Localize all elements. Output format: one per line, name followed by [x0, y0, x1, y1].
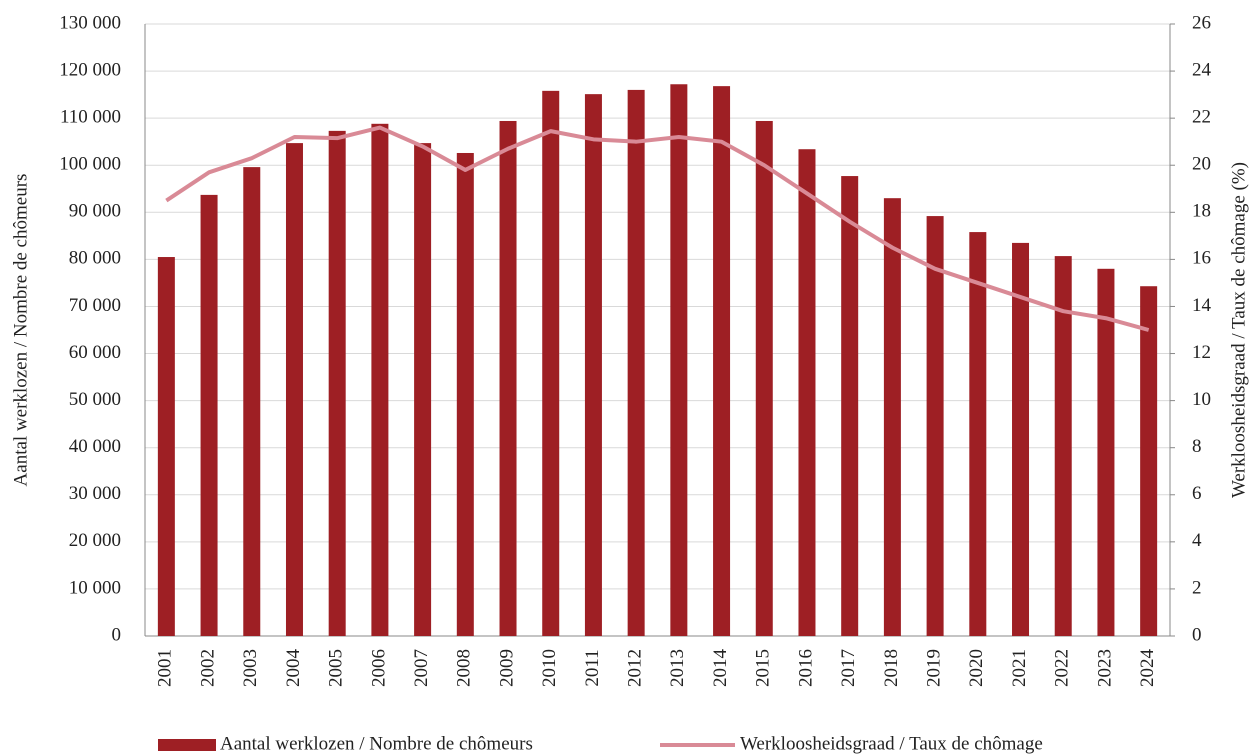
- x-tick-label: 2019: [923, 649, 944, 687]
- x-tick-label: 2018: [881, 649, 902, 687]
- bar: [627, 89, 645, 636]
- x-tick-label: 2015: [753, 649, 774, 687]
- y-tick-label: 70 000: [69, 295, 121, 316]
- x-tick-label: 2022: [1052, 649, 1073, 687]
- y2-tick-label: 18: [1192, 201, 1211, 222]
- bar: [670, 84, 688, 636]
- y-tick-label: 10 000: [69, 577, 121, 598]
- y-tick-label: 0: [112, 624, 122, 645]
- legend-label: Aantal werklozen / Nombre de chômeurs: [220, 733, 533, 754]
- bar: [1054, 256, 1072, 636]
- x-tick-label: 2016: [795, 649, 816, 687]
- y-tick-label: 90 000: [69, 201, 121, 222]
- y2-tick-label: 20: [1192, 154, 1211, 175]
- x-tick-label: 2012: [625, 649, 646, 687]
- y-tick-label: 20 000: [69, 530, 121, 551]
- y2-tick-label: 10: [1192, 389, 1211, 410]
- bar: [1097, 268, 1115, 636]
- y-tick-label: 130 000: [59, 12, 121, 33]
- x-tick-label: 2007: [411, 649, 432, 687]
- y-tick-label: 40 000: [69, 436, 121, 457]
- x-tick-label: 2003: [240, 649, 261, 687]
- y-tick-label: 110 000: [60, 107, 121, 128]
- bar: [584, 94, 602, 637]
- bar: [499, 120, 517, 637]
- x-tick-label: 2005: [326, 649, 347, 687]
- y2-tick-label: 22: [1192, 107, 1211, 128]
- bar: [926, 216, 944, 636]
- x-tick-label: 2021: [1009, 649, 1030, 687]
- y2-tick-label: 14: [1192, 295, 1212, 316]
- x-tick-label: 2014: [710, 649, 731, 688]
- x-tick-label: 2002: [197, 649, 218, 687]
- bar: [243, 167, 261, 637]
- bar: [1012, 242, 1030, 636]
- y-tick-label: 50 000: [69, 389, 121, 410]
- x-tick-label: 2001: [155, 649, 176, 687]
- x-tick-label: 2013: [667, 649, 688, 687]
- bar: [841, 176, 859, 636]
- bar: [883, 198, 901, 636]
- y-tick-label: 80 000: [69, 248, 121, 269]
- y-tick-label: 30 000: [69, 483, 121, 504]
- y2-tick-label: 0: [1192, 624, 1202, 645]
- legend-swatch: [158, 739, 216, 751]
- x-tick-label: 2023: [1094, 649, 1115, 687]
- bar: [157, 257, 175, 636]
- bar: [755, 120, 773, 637]
- legend-label: Werkloosheidsgraad / Taux de chômage: [740, 733, 1043, 754]
- y-tick-label: 60 000: [69, 342, 121, 363]
- y2-tick-label: 6: [1192, 483, 1202, 504]
- x-tick-label: 2011: [582, 649, 603, 686]
- bar: [798, 149, 816, 636]
- y2-tick-label: 26: [1192, 12, 1211, 33]
- x-tick-label: 2006: [368, 649, 389, 687]
- bar: [285, 143, 303, 636]
- x-tick-label: 2008: [454, 649, 475, 687]
- x-tick-label: 2009: [496, 649, 517, 687]
- y-tick-label: 100 000: [59, 154, 121, 175]
- x-tick-label: 2024: [1137, 649, 1158, 688]
- y2-tick-label: 8: [1192, 436, 1202, 457]
- x-tick-label: 2010: [539, 649, 560, 687]
- y2-tick-label: 12: [1192, 342, 1211, 363]
- y-tick-label: 120 000: [59, 59, 121, 80]
- y2-tick-label: 4: [1192, 530, 1202, 551]
- y-axis-title: Aantal werklozen / Nombre de chômeurs: [10, 174, 31, 487]
- y2-tick-label: 24: [1192, 59, 1212, 80]
- bar: [200, 194, 218, 637]
- bar: [542, 90, 560, 636]
- bar: [713, 86, 731, 636]
- bar: [414, 143, 432, 636]
- bar: [969, 232, 987, 636]
- y2-tick-label: 16: [1192, 248, 1211, 269]
- x-tick-label: 2017: [838, 649, 859, 687]
- bar: [328, 130, 346, 636]
- bar: [371, 123, 389, 636]
- line: [165, 125, 1150, 332]
- y2-tick-label: 2: [1192, 577, 1202, 598]
- x-tick-label: 2004: [283, 649, 304, 688]
- bar: [456, 152, 474, 636]
- y2-axis-title: Werkloosheidsgraad / Taux de chômage (%): [1228, 162, 1249, 498]
- bar: [1140, 286, 1158, 636]
- x-tick-label: 2020: [966, 649, 987, 687]
